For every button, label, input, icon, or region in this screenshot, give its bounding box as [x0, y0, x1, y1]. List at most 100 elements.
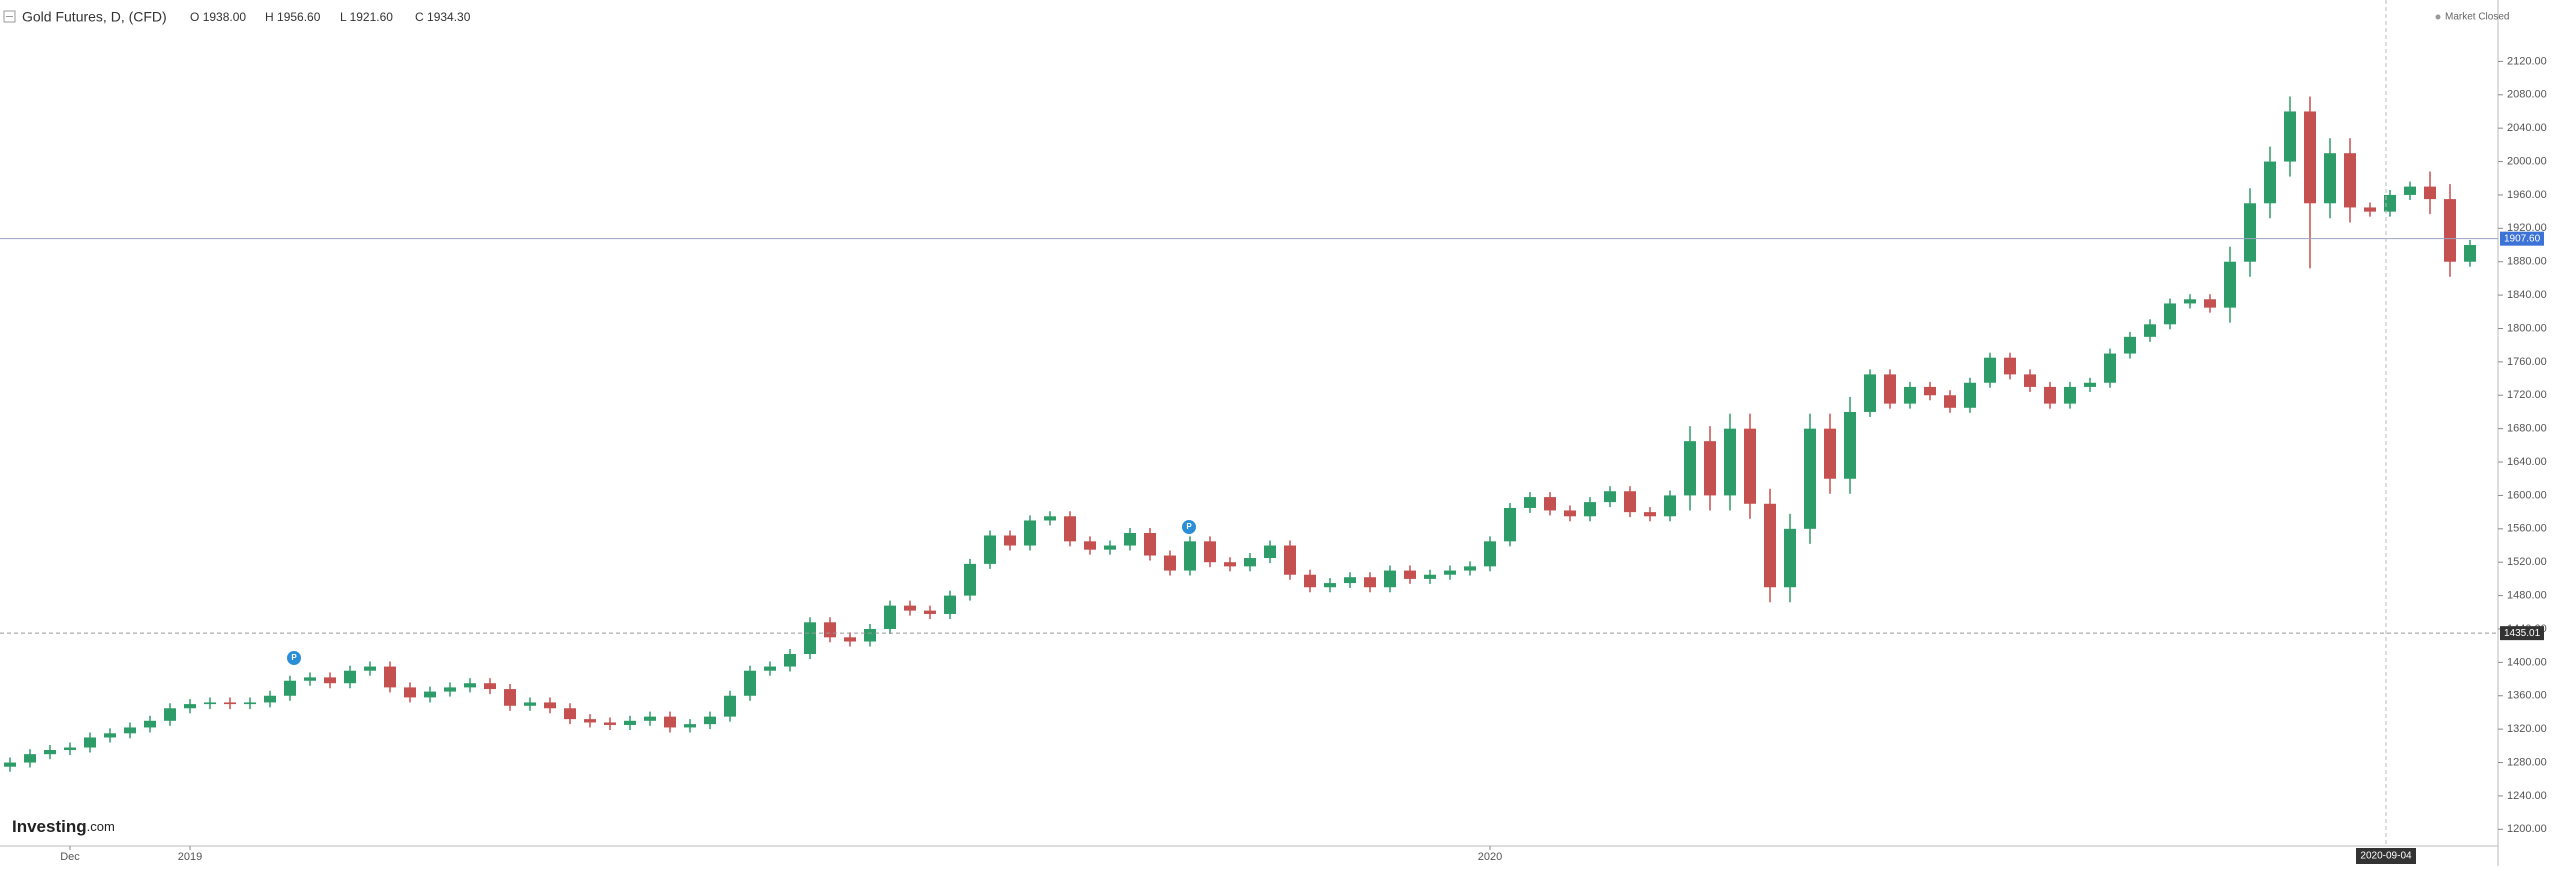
ohlc-item: C 1934.30 — [415, 10, 471, 24]
event-marker[interactable] — [287, 651, 301, 665]
candle-body — [684, 724, 696, 728]
candle-body — [904, 605, 916, 611]
candle-body — [1924, 386, 1936, 396]
candle-body — [1944, 395, 1956, 408]
ohlc-key: H — [265, 10, 274, 24]
candle-body — [404, 687, 416, 698]
candle-body — [2324, 153, 2336, 204]
candle-body — [2104, 353, 2116, 383]
y-tick-label: 1280.00 — [2507, 756, 2547, 768]
candle-body — [2384, 194, 2396, 212]
crosshair-x-box — [2356, 848, 2416, 864]
candle-body — [84, 737, 96, 748]
ohlc-item: L 1921.60 — [340, 10, 393, 24]
candle-body — [384, 666, 396, 688]
candle-body — [1504, 507, 1516, 542]
candle-body — [2164, 303, 2176, 325]
candle-body — [2424, 186, 2436, 200]
candle-body — [2344, 153, 2356, 208]
candle-body — [1624, 491, 1636, 513]
candle-body — [184, 704, 196, 709]
collapse-icon[interactable] — [3, 10, 16, 23]
candle-body — [2004, 357, 2016, 375]
candle-body — [1964, 382, 1976, 408]
ohlc-item: O 1938.00 — [190, 10, 246, 24]
candle-body — [1444, 570, 1456, 575]
candle-body — [1824, 428, 1836, 479]
candle-body — [1884, 374, 1896, 404]
y-tick-label: 1800.00 — [2507, 322, 2547, 334]
candle-body — [1464, 566, 1476, 571]
logo: Investing.com — [12, 817, 115, 836]
candle-body — [1404, 570, 1416, 579]
candle-body — [1264, 545, 1276, 559]
candle-body — [1304, 574, 1316, 588]
ohlc-key: C — [415, 10, 424, 24]
y-tick-label: 1760.00 — [2507, 356, 2547, 368]
candle-body — [2124, 336, 2136, 354]
y-tick-label: 1600.00 — [2507, 489, 2547, 501]
candle-body — [884, 605, 896, 629]
candle-body — [104, 733, 116, 738]
candle-body — [504, 689, 516, 706]
candle-body — [2304, 111, 2316, 204]
candle-body — [444, 687, 456, 692]
candle-body — [1904, 386, 1916, 404]
candle-body — [2044, 386, 2056, 404]
candle-body — [1184, 541, 1196, 571]
y-tick-label: 1920.00 — [2507, 222, 2547, 234]
candle-body — [2364, 207, 2376, 212]
candle-body — [1364, 577, 1376, 588]
ohlc-value: 1956.60 — [277, 10, 321, 24]
candle-body — [2144, 324, 2156, 337]
ohlc-key: L — [340, 10, 347, 24]
ohlc-key: O — [190, 10, 199, 24]
candle-body — [284, 680, 296, 696]
candle-body — [844, 637, 856, 642]
candle-body — [244, 702, 256, 705]
y-tick-label: 1520.00 — [2507, 556, 2547, 568]
candle-body — [144, 720, 156, 728]
y-tick-label: 1840.00 — [2507, 289, 2547, 301]
y-tick-label: 1720.00 — [2507, 389, 2547, 401]
y-tick-label: 1320.00 — [2507, 723, 2547, 735]
x-tick-label: 2019 — [178, 851, 202, 863]
y-tick-label: 1680.00 — [2507, 423, 2547, 435]
candle-body — [2084, 382, 2096, 387]
candle-body — [1384, 570, 1396, 588]
candle-body — [1864, 374, 1876, 412]
y-tick-label: 1560.00 — [2507, 523, 2547, 535]
event-marker[interactable] — [1182, 520, 1196, 534]
candle-body — [164, 708, 176, 721]
candle-body — [1664, 495, 1676, 517]
candle-body — [1324, 583, 1336, 588]
candle-body — [1784, 528, 1796, 588]
candle-body — [1044, 516, 1056, 521]
candle-body — [1524, 497, 1536, 508]
event-marker-icon: P — [1186, 522, 1192, 531]
candle-body — [2464, 245, 2476, 262]
candle-body — [644, 716, 656, 721]
candle-body — [484, 683, 496, 690]
candle-body — [2024, 374, 2036, 387]
candle-body — [564, 708, 576, 720]
candle-body — [1224, 562, 1236, 567]
candle-body — [64, 747, 76, 751]
candle-body — [364, 666, 376, 671]
candle-body — [2224, 261, 2236, 308]
candle-body — [2204, 299, 2216, 308]
event-marker-icon: P — [291, 653, 297, 662]
candle-body — [4, 762, 16, 767]
y-tick-label: 1480.00 — [2507, 589, 2547, 601]
candle-body — [524, 702, 536, 706]
candle-body — [704, 716, 716, 725]
candle-body — [1724, 428, 1736, 496]
x-tick-label: 2020 — [1478, 851, 1502, 863]
crosshair-y-box — [2500, 626, 2544, 641]
candle-body — [984, 535, 996, 564]
candle-body — [1844, 411, 1856, 479]
candle-body — [2064, 386, 2076, 404]
chart-title: Gold Futures, D, (CFD) — [22, 9, 167, 25]
